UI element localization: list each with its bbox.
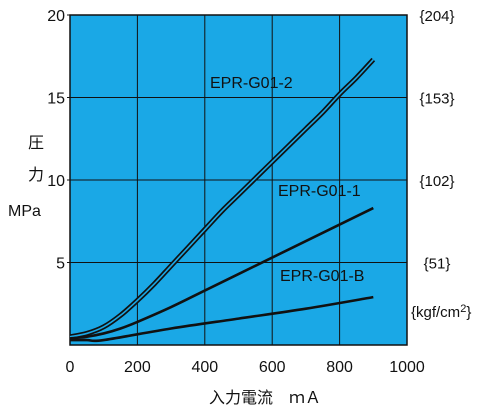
x-tick-label: 200 [124, 359, 151, 376]
y-axis-ticks: 5 10 15 20 [47, 8, 70, 273]
series-line-epr-g01-b [70, 295, 374, 343]
secondary-y-tick-label: {102} [419, 173, 454, 190]
secondary-y-axis-unit: {kgf/cm2} [411, 303, 471, 321]
y-tick-label: 15 [47, 91, 65, 108]
secondary-y-axis-unit-text: {kgf/cm [411, 304, 460, 321]
x-tick-label: 600 [259, 359, 286, 376]
secondary-y-tick-label: {153} [419, 91, 454, 108]
y-axis-label-char-2: 力 [28, 166, 44, 184]
x-axis-ticks: 0 200 400 600 800 1000 [66, 359, 425, 376]
secondary-y-axis-ticks: {51} {102} {153} {204} [419, 8, 454, 273]
x-axis-label: 入力電流 ｍＡ [209, 389, 321, 407]
series-labels: EPR-G01-2 EPR-G01-1 EPR-G01-B [210, 75, 364, 285]
y-tick-label: 20 [47, 8, 65, 25]
x-tick-label: 400 [191, 359, 218, 376]
series-line-epr-g01-1 [69, 206, 374, 340]
secondary-y-tick-label: {204} [419, 8, 454, 25]
series-lines [69, 57, 376, 343]
secondary-y-axis-unit-superscript: 2 [460, 303, 466, 315]
secondary-y-axis-unit-close: } [466, 304, 471, 321]
x-tick-label: 800 [326, 359, 353, 376]
x-tick-label: 0 [66, 359, 75, 376]
y-tick-label: 10 [47, 173, 65, 190]
series-label-epr-g01-1: EPR-G01-1 [278, 183, 361, 200]
secondary-y-tick-label: {51} [424, 256, 451, 273]
y-tick-label: 5 [56, 256, 65, 273]
series-label-epr-g01-b: EPR-G01-B [280, 268, 364, 285]
series-line-epr-g01-2-inner [69, 59, 374, 338]
x-tick-label: 1000 [389, 359, 425, 376]
y-axis-label-char-1: 圧 [28, 135, 44, 152]
y-axis-label-unit: MPa [8, 203, 41, 220]
series-label-epr-g01-2: EPR-G01-2 [210, 75, 293, 92]
